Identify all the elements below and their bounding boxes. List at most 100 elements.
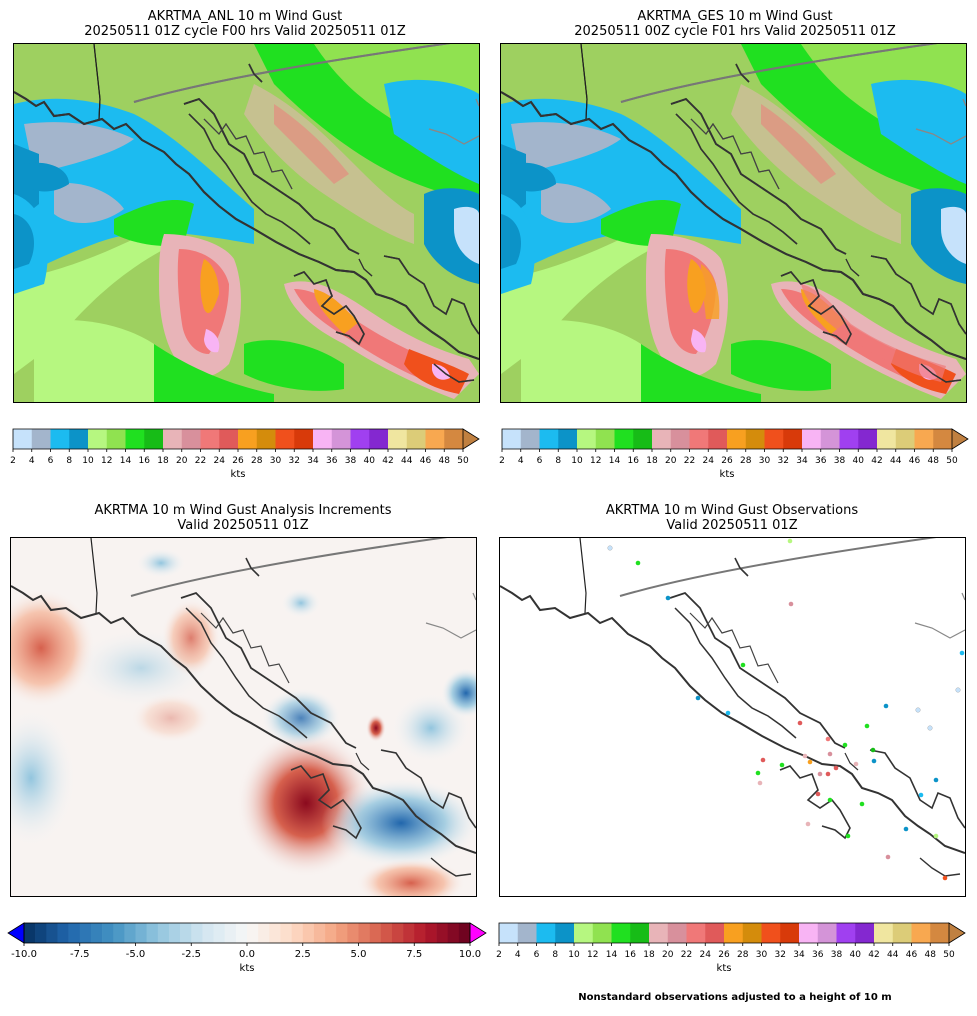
colorbar-segment [180,923,192,943]
anl-map-plot [14,44,479,402]
colorbar-tick-label: 2.5 [295,949,311,960]
obs-title-line1: AKRTMA 10 m Wind Gust Observations [605,503,859,518]
colorbar-tick-label: 18 [157,456,169,466]
colorbar-segment [933,429,953,449]
colorbar-tick-label: 18 [646,456,658,466]
obs-point [827,797,833,803]
colorbar-segment [347,923,359,943]
colorbar-segment [855,923,875,943]
colorbar-tick-label: 36 [815,456,827,466]
colorbar-tick-label: 28 [737,950,749,960]
colorbar-segment [686,923,706,943]
colorbar-tick-label: 44 [890,456,902,466]
colorbar-tick-label: 2 [499,456,505,466]
colorbar-segment [163,429,183,449]
obs-colorbar-svg: 2 4 6 8 10 12 14 16 18 20 22 24 26 28 30 32 34 36 38 40 42 44… [496,922,966,974]
colorbar-segment [388,429,408,449]
obs-point [665,595,671,601]
ges-map [500,43,967,403]
obs-point [859,801,865,807]
colorbar-tick-label: 50 [943,950,955,960]
obs-point [870,747,876,753]
obs-point [755,770,761,776]
colorbar-tick-label: 0.0 [239,949,255,960]
obs-point [883,703,889,709]
colorbar-segment [877,429,897,449]
colorbar-segment [291,923,304,943]
colorbar-tick-label: 48 [925,950,937,960]
colorbar-tick-label: 28 [740,456,752,466]
colorbar-label: kts [717,963,732,974]
colorbar-segment [269,923,281,943]
colorbar-segment [146,923,159,943]
colorbar-segment [35,923,47,943]
obs-point [853,761,859,767]
colorbar-tick-label: 32 [775,950,786,960]
obs-point [607,545,613,551]
colorbar-segment [200,429,220,449]
colorbar-segment [157,923,170,943]
colorbar-tick-label: 24 [703,456,715,466]
colorbar-tick-label: 4 [518,456,524,466]
colorbar-tick-label: 34 [796,456,808,466]
colorbar-tick-label: 24 [700,950,712,960]
colorbar-tick-label: 40 [364,456,376,466]
colorbar-segment [592,923,612,943]
colorbar-tick-label: 14 [120,456,132,466]
obs-point [842,742,848,748]
colorbar-segment [839,429,859,449]
colorbar-tick-label: 14 [606,950,618,960]
inc-map [10,537,477,897]
colorbar-tick-label: 24 [214,456,226,466]
colorbar-segment [88,429,108,449]
colorbar-tick-label: 26 [721,456,733,466]
colorbar-segment [213,923,225,943]
colorbar-segment [836,923,856,943]
obs-point [885,854,891,860]
colorbar-segment [202,923,214,943]
colorbar-segment [336,923,348,943]
colorbar-segment [68,923,81,943]
colorbar-tick-label: 30 [270,456,282,466]
obs-map [499,537,966,897]
colorbar-segment [124,923,136,943]
colorbar-tick-label: 12 [101,456,112,466]
colorbar-segment [447,923,460,943]
colorbar-segment [539,429,559,449]
colorbar-tick-label: -2.5 [181,949,201,960]
colorbar-segment [168,923,181,943]
colorbar-segment [724,923,744,943]
colorbar-segment [502,429,522,449]
colorbar-segment [614,429,634,449]
colorbar-segment [764,429,784,449]
colorbar-tick-label: 48 [928,456,940,466]
colorbar-label: kts [240,963,255,974]
inc-title: AKRTMA 10 m Wind Gust Analysis Increment… [8,503,478,533]
obs-point [807,759,813,765]
colorbar-segment [280,923,292,943]
colorbar-tick-label: 20 [662,950,674,960]
inc-title-line2: Valid 20250511 01Z [177,518,309,533]
colorbar-tick-label: 22 [195,456,206,466]
obs-point [903,826,909,832]
obs-point [797,720,803,726]
colorbar-segment [113,923,125,943]
colorbar-tick-label: 8 [66,456,72,466]
colorbar-segment [611,923,631,943]
colorbar-segment [577,429,597,449]
colorbar-segment [102,923,114,943]
anl-title: AKRTMA_ANL 10 m Wind Gust 20250511 01Z c… [10,9,480,39]
obs-point [695,695,701,701]
colorbar-tick-label: 4 [29,456,35,466]
colorbar-tick-label: -7.5 [70,949,90,960]
colorbar-segment [224,923,237,943]
colorbar-tick-label: 44 [887,950,899,960]
colorbar-tick-label: 14 [609,456,621,466]
colorbar-tick-label: 42 [868,950,879,960]
colorbar-segment [325,923,337,943]
colorbar-tick-label: 10 [82,456,94,466]
colorbar-segment [191,923,203,943]
colorbar-segment [595,429,615,449]
colorbar-tick-label: 20 [176,456,188,466]
colorbar-tick-label: 28 [251,456,263,466]
